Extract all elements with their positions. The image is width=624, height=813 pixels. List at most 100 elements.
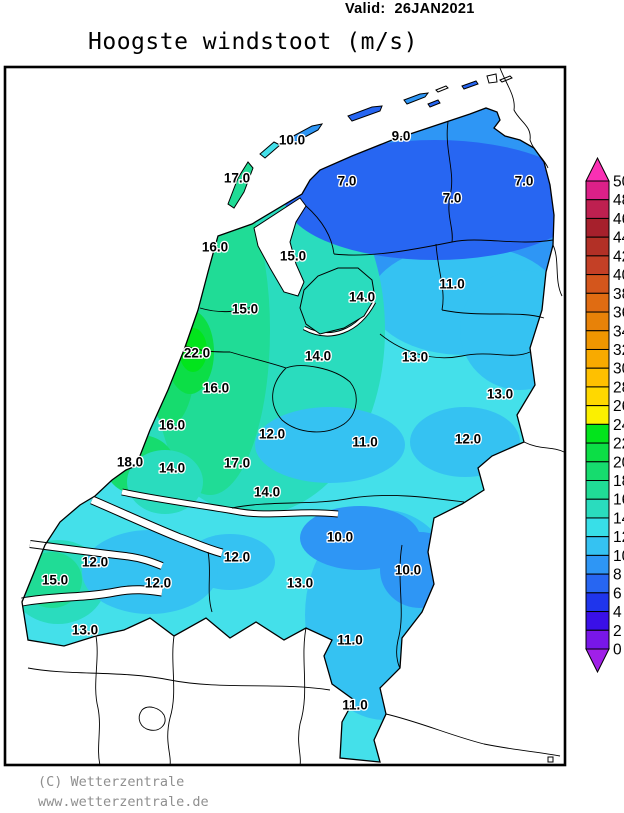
colorbar-tick-38: 38 — [613, 286, 624, 303]
belgian-border-line-4 — [27, 667, 331, 691]
colorbar-tick-42: 42 — [613, 248, 624, 265]
colorbar-cell-23 — [585, 611, 610, 631]
colorbar-tick-48: 48 — [613, 192, 624, 209]
border-friesland-south — [333, 241, 453, 256]
colorbar-cell-12 — [585, 405, 610, 425]
schiermonnikoog-island — [403, 92, 430, 105]
station-value-8: 14.0 — [349, 290, 375, 305]
station-value-27: 15.0 — [42, 573, 68, 588]
border-noord-holland-mid — [199, 305, 255, 313]
colorbar-tick-8: 8 — [613, 567, 622, 584]
colorbar-tick-14: 14 — [613, 510, 624, 527]
station-value-2: 17.0 — [224, 171, 250, 186]
colorbar-tick-28: 28 — [613, 379, 624, 396]
colorbar-tick-2: 2 — [613, 623, 622, 640]
colorbar-cell-9 — [585, 348, 610, 369]
station-value-31: 13.0 — [72, 623, 98, 638]
border-zeeland-brabant — [207, 551, 213, 613]
colorbar-cell-16 — [585, 480, 610, 500]
station-value-18: 11.0 — [352, 435, 378, 450]
borkum-islet — [461, 80, 479, 90]
colorbar-tick-10: 10 — [613, 548, 624, 565]
colorbar-cell-5 — [585, 274, 610, 294]
region-10-12-rivers — [255, 407, 405, 483]
colorbar-tick-6: 6 — [613, 585, 622, 602]
border-gelderland-brabant — [231, 495, 465, 509]
station-value-10: 15.0 — [232, 302, 258, 317]
border-brabant-limburg — [396, 544, 403, 669]
station-value-7: 15.0 — [280, 249, 306, 264]
border-drenthe-west — [435, 243, 444, 311]
colorbar-tick-12: 12 — [613, 529, 624, 546]
colorbar-tick-26: 26 — [613, 398, 624, 415]
border-noord-zuid-holland — [185, 345, 231, 353]
station-value-0: 10.0 — [279, 133, 305, 148]
border-overijssel-gelderland — [379, 333, 531, 359]
colorbar-cell-19 — [585, 536, 610, 556]
waterways — [21, 300, 376, 607]
station-value-19: 12.0 — [455, 432, 481, 447]
colorbar: 5048464442403836343230282624222018161412… — [585, 156, 624, 674]
colorbar-cell-24 — [585, 629, 610, 650]
station-value-11: 22.0 — [184, 346, 210, 361]
station-value-15: 13.0 — [487, 387, 513, 402]
oosterschelde — [29, 541, 164, 569]
colorbar-tick-0: 0 — [613, 642, 622, 659]
colorbar-tick-4: 4 — [613, 604, 622, 621]
belgian-border-line-1 — [298, 627, 307, 765]
colorbar-cell-4 — [585, 255, 610, 276]
station-value-16: 16.0 — [159, 418, 185, 433]
nieuwe-waterweg — [121, 489, 339, 517]
copyright: (C) Wetterzentrale www.wetterzentrale.de — [38, 773, 209, 812]
station-value-3: 7.0 — [338, 174, 357, 189]
station-value-29: 12.0 — [224, 550, 250, 565]
border-utrecht — [272, 365, 357, 433]
station-value-17: 12.0 — [259, 427, 285, 442]
station-value-22: 17.0 — [224, 456, 250, 471]
valid-timestamp: Valid: 26JAN2021 — [345, 1, 475, 17]
wadden-islands — [227, 73, 513, 209]
border-holland-utrecht — [229, 351, 287, 369]
copyright-line2: www.wetterzentrale.de — [38, 793, 209, 810]
colorbar-arrow-bottom — [585, 648, 610, 674]
copyright-line1: (C) Wetterzentrale — [38, 774, 185, 790]
map-corner-mark — [547, 756, 554, 763]
map-frame — [3, 65, 567, 767]
belgian-enclave — [138, 706, 166, 731]
colorbar-tick-36: 36 — [613, 305, 624, 322]
belgian-border-line-3 — [95, 635, 101, 765]
station-value-9: 11.0 — [439, 277, 465, 292]
station-value-5: 7.0 — [515, 174, 534, 189]
westerschelde — [21, 586, 163, 606]
islet-white-2 — [486, 73, 498, 84]
belgian-border-line-2 — [167, 635, 175, 765]
colorbar-tick-20: 20 — [613, 454, 624, 471]
province-borders — [185, 121, 554, 669]
colorbar-tick-16: 16 — [613, 492, 624, 509]
randmeren — [303, 301, 376, 336]
colorbar-cell-10 — [585, 367, 610, 388]
colorbar-tick-46: 46 — [613, 211, 624, 228]
station-labels: 10.0 9.0 17.0 7.0 7.0 7.0 16.0 15.0 14.0 11.0 15.0… — [41, 127, 535, 714]
colorbar-cell-18 — [585, 517, 610, 538]
colorbar-cell-0 — [585, 180, 610, 201]
valid-date: 26JAN2021 — [394, 1, 475, 17]
colorbar-tick-32: 32 — [613, 342, 624, 359]
colorbar-cell-17 — [585, 498, 610, 519]
colorbar-tick-34: 34 — [613, 323, 624, 340]
netherlands-outline — [21, 107, 555, 763]
station-value-25: 10.0 — [395, 563, 421, 578]
station-value-13: 13.0 — [402, 350, 428, 365]
station-value-23: 14.0 — [254, 485, 280, 500]
haringvliet — [90, 496, 223, 557]
station-value-26: 12.0 — [82, 555, 108, 570]
colorbar-tick-40: 40 — [613, 267, 624, 284]
colorbar-cell-8 — [585, 330, 610, 350]
station-value-28: 12.0 — [145, 576, 171, 591]
colorbar-cell-6 — [585, 292, 610, 313]
german-border-line-2 — [523, 441, 565, 453]
station-value-33: 11.0 — [342, 698, 368, 713]
colorbar-cell-15 — [585, 461, 610, 482]
